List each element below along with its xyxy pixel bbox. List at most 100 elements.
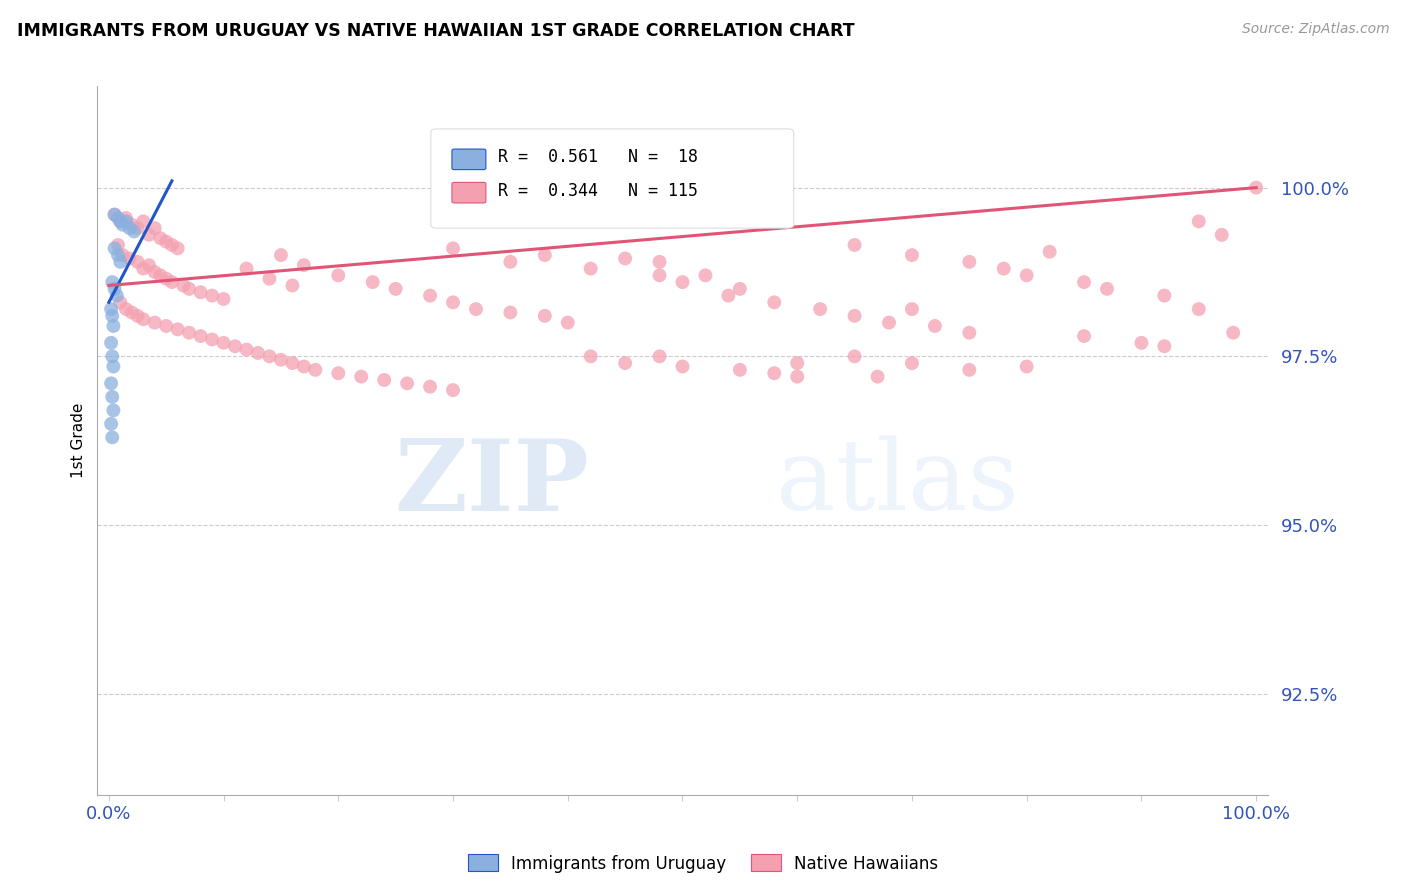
Point [465,302,488,317]
Point [786,369,808,384]
Point [384,282,406,296]
Point [100,335,122,350]
Point [957,363,980,377]
Point [121,218,143,232]
Point [579,349,602,363]
Point [103,318,125,333]
Point [110,255,132,269]
Point [190,285,212,300]
Point [179,326,201,340]
Point [419,288,441,302]
Point [499,305,522,319]
Point [901,248,924,262]
Point [728,282,751,296]
Point [1130,335,1153,350]
Point [957,255,980,269]
Point [155,318,177,333]
Point [121,305,143,319]
Point [695,268,717,283]
Point [138,258,160,272]
Point [671,275,693,289]
Point [648,349,671,363]
Text: R =  0.344   N = 115: R = 0.344 N = 115 [498,182,697,200]
Point [138,227,160,242]
Point [103,359,125,374]
Point [166,322,188,336]
Legend: Immigrants from Uruguay, Native Hawaiians: Immigrants from Uruguay, Native Hawaiian… [461,847,945,880]
Point [101,275,124,289]
Point [844,349,866,363]
Point [110,214,132,228]
Point [259,349,281,363]
Text: Source: ZipAtlas.com: Source: ZipAtlas.com [1241,22,1389,37]
Point [808,302,831,317]
Point [901,356,924,370]
Point [786,356,808,370]
Point [246,346,269,360]
Point [103,208,125,222]
Point [143,221,166,235]
Point [1222,326,1244,340]
Point [110,214,132,228]
Point [101,309,124,323]
Point [373,373,395,387]
Point [292,359,315,374]
Point [179,282,201,296]
Point [361,275,384,289]
Point [100,417,122,431]
Point [877,316,900,330]
Point [957,326,980,340]
Point [396,376,419,391]
Text: R =  0.561   N =  18: R = 0.561 N = 18 [498,148,697,166]
Point [304,363,326,377]
Point [101,430,124,444]
Point [648,268,671,283]
Point [844,309,866,323]
FancyBboxPatch shape [430,128,793,228]
Text: ZIP: ZIP [394,434,589,532]
Point [115,302,138,317]
Point [107,211,129,225]
Point [614,356,637,370]
Point [1073,329,1095,343]
Point [1244,180,1267,194]
Point [292,258,315,272]
Point [441,241,464,255]
Point [1188,302,1211,317]
Point [728,363,751,377]
Point [149,231,172,245]
Point [149,268,172,283]
Point [100,302,122,317]
Point [1073,275,1095,289]
Point [212,292,235,306]
Point [122,225,145,239]
Point [115,211,138,225]
Point [328,268,350,283]
Point [118,221,141,235]
Point [115,214,138,228]
Point [101,349,124,363]
Point [281,356,304,370]
Point [127,309,149,323]
Point [103,241,125,255]
Point [350,369,373,384]
Point [1153,288,1175,302]
Point [866,369,889,384]
Point [103,282,125,296]
FancyBboxPatch shape [451,149,486,169]
Point [235,343,257,357]
Point [1039,244,1062,259]
FancyBboxPatch shape [451,182,486,203]
Point [105,288,128,302]
Point [107,238,129,252]
Point [127,255,149,269]
Point [1153,339,1175,353]
Point [132,312,155,326]
Point [270,248,292,262]
Point [172,278,194,293]
Point [155,235,177,249]
Point [1095,282,1118,296]
Point [166,241,188,255]
Point [201,333,224,347]
Point [101,390,124,404]
